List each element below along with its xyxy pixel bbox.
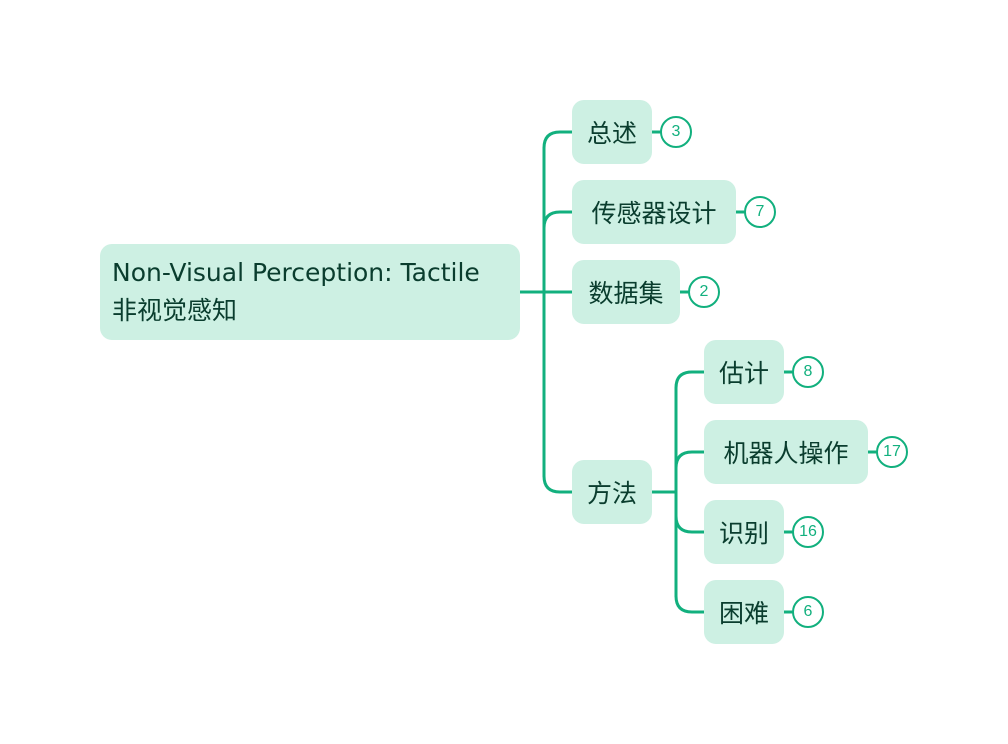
connector-method [542,474,574,494]
connector-difficulty [674,594,706,614]
topic-summary[interactable]: 总述 [572,100,652,164]
subtopic-difficulty[interactable]: 困难 [704,580,784,644]
topic-label: 方法 [586,479,637,508]
connector-estimation [674,370,706,390]
topic-method[interactable]: 方法 [572,460,652,524]
count-badge[interactable]: 17 [876,436,908,468]
root-title: Non-Visual Perception: Tactile [112,258,480,287]
count-badge[interactable]: 6 [792,596,824,628]
connector-recognition [674,514,706,534]
count-badge[interactable]: 16 [792,516,824,548]
topic-dataset[interactable]: 数据集 [572,260,680,324]
count-badge[interactable]: 7 [744,196,776,228]
subtopic-label: 识别 [718,519,769,548]
subtopic-label: 机器人操作 [723,439,849,468]
subtopic-robot-manipulation[interactable]: 机器人操作 [704,420,868,484]
subtopic-recognition[interactable]: 识别 [704,500,784,564]
root-subtitle: 非视觉感知 [112,296,238,325]
connector-sensor-design [542,210,574,230]
subtopic-label: 估计 [718,359,769,388]
subtopic-label: 困难 [718,599,769,628]
count-badge[interactable]: 8 [792,356,824,388]
connector-summary [542,130,574,150]
topic-label: 传感器设计 [591,199,717,228]
count-badge[interactable]: 2 [688,276,720,308]
subtopic-estimation[interactable]: 估计 [704,340,784,404]
topic-label: 总述 [586,119,637,148]
root-topic[interactable]: Non-Visual Perception: Tactile 非视觉感知 [100,244,520,340]
topic-sensor-design[interactable]: 传感器设计 [572,180,736,244]
connector-manipulation [674,450,706,470]
topic-label: 数据集 [588,279,664,308]
count-badge[interactable]: 3 [660,116,692,148]
